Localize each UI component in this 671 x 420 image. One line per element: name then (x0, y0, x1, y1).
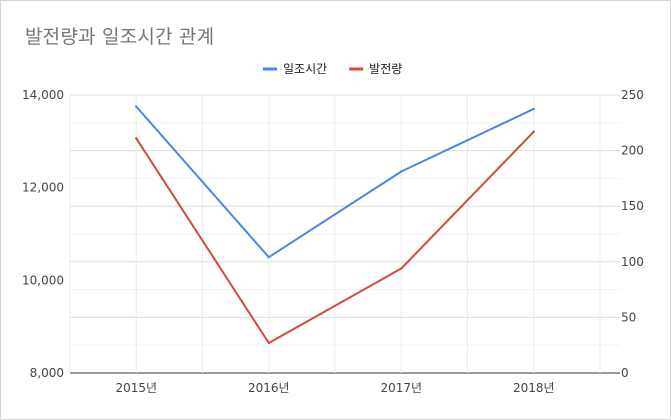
right-axis-tick-label: 0 (621, 366, 629, 380)
data-point (267, 341, 270, 345)
legend: 일조시간 발전량 (263, 62, 402, 76)
x-axis-ticks: 2015년 2016년 2017년 2018년 (115, 381, 554, 395)
right-axis-tick-label: 50 (621, 310, 636, 324)
data-point (135, 105, 138, 108)
left-axis-tick-label: 8,000 (30, 366, 64, 380)
x-axis-tick-label: 2018년 (513, 381, 555, 395)
legend-label: 일조시간 (283, 62, 327, 76)
legend-label: 발전량 (369, 62, 402, 76)
x-axis-tick-label: 2015년 (115, 381, 157, 395)
series-lines (135, 105, 535, 345)
series-line-발전량 (135, 130, 535, 344)
data-point (400, 170, 403, 173)
right-axis-tick-label: 200 (621, 144, 644, 158)
right-axis-tick-label: 150 (621, 199, 644, 213)
series-line-일조시간 (135, 105, 535, 259)
grid-lines (69, 94, 620, 374)
right-axis-tick-label: 100 (621, 255, 644, 269)
left-axis-ticks: 8,000 10,000 12,000 14,000 (22, 88, 64, 380)
right-axis-tick-label: 250 (621, 88, 644, 102)
x-axis-tick-label: 2017년 (380, 381, 422, 395)
data-point (532, 130, 535, 133)
right-axis-ticks: 0 50 100 150 200 250 (621, 88, 644, 380)
data-point (532, 107, 535, 111)
x-axis-tick-label: 2016년 (248, 381, 290, 395)
left-axis-tick-label: 12,000 (22, 181, 64, 195)
left-axis-tick-label: 14,000 (22, 88, 64, 102)
data-point (400, 267, 403, 270)
left-axis-tick-label: 10,000 (22, 273, 64, 287)
data-point (135, 137, 138, 140)
data-point (267, 255, 270, 259)
chart-title: 발전량과 일조시간 관계 (25, 26, 215, 48)
